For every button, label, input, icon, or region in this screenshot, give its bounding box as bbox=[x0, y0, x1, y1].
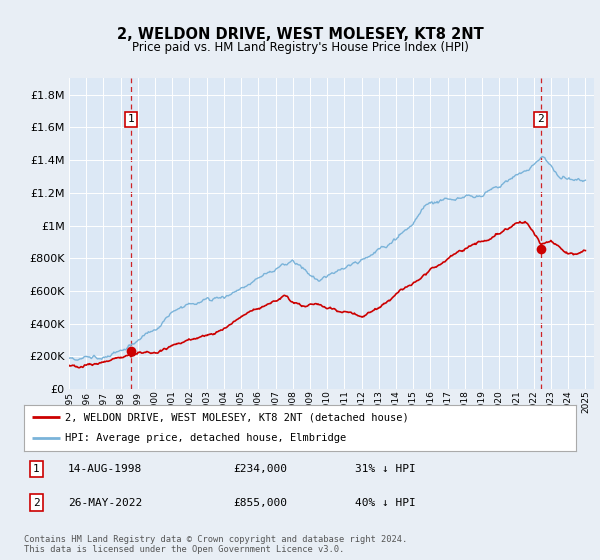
Text: £234,000: £234,000 bbox=[234, 464, 288, 474]
Text: 14-AUG-1998: 14-AUG-1998 bbox=[68, 464, 142, 474]
Text: 1: 1 bbox=[128, 114, 134, 124]
Text: 2, WELDON DRIVE, WEST MOLESEY, KT8 2NT (detached house): 2, WELDON DRIVE, WEST MOLESEY, KT8 2NT (… bbox=[65, 412, 409, 422]
Text: 2: 2 bbox=[33, 498, 40, 507]
Text: 40% ↓ HPI: 40% ↓ HPI bbox=[355, 498, 416, 507]
Text: HPI: Average price, detached house, Elmbridge: HPI: Average price, detached house, Elmb… bbox=[65, 433, 347, 444]
Text: 2: 2 bbox=[537, 114, 544, 124]
Text: 2, WELDON DRIVE, WEST MOLESEY, KT8 2NT: 2, WELDON DRIVE, WEST MOLESEY, KT8 2NT bbox=[116, 27, 484, 42]
Text: 1: 1 bbox=[33, 464, 40, 474]
Text: 26-MAY-2022: 26-MAY-2022 bbox=[68, 498, 142, 507]
Text: £855,000: £855,000 bbox=[234, 498, 288, 507]
Text: 31% ↓ HPI: 31% ↓ HPI bbox=[355, 464, 416, 474]
Text: Contains HM Land Registry data © Crown copyright and database right 2024.
This d: Contains HM Land Registry data © Crown c… bbox=[24, 535, 407, 554]
Text: Price paid vs. HM Land Registry's House Price Index (HPI): Price paid vs. HM Land Registry's House … bbox=[131, 40, 469, 54]
